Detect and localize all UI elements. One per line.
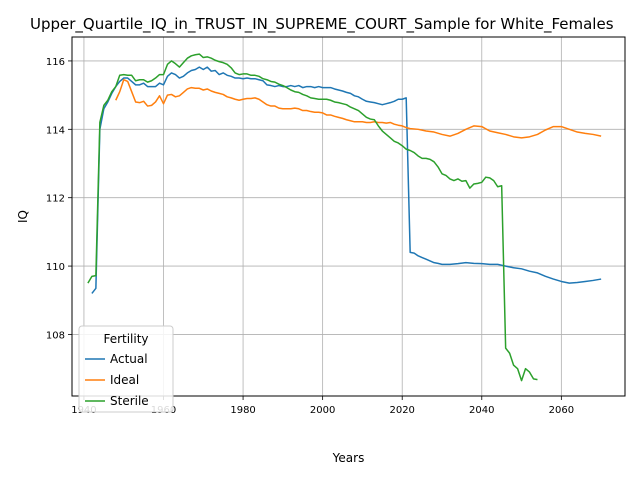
legend-label-actual: Actual — [110, 352, 148, 366]
y-tick-label: 112 — [46, 194, 65, 205]
legend-box — [78, 325, 174, 413]
grid — [72, 37, 625, 396]
y-tick-label: 110 — [46, 262, 65, 273]
y-axis-label: IQ — [16, 210, 30, 223]
plot-lines — [87, 53, 602, 382]
legend: Fertility Actual Ideal Sterile — [78, 325, 174, 413]
series-line-sterile — [87, 53, 538, 382]
y-axis: 108 110 112 114 116 — [46, 57, 72, 341]
legend-label-sterile: Sterile — [110, 394, 149, 408]
x-axis-label: Years — [332, 451, 365, 465]
x-tick-label: 2020 — [389, 405, 414, 416]
x-tick-label: 2040 — [469, 405, 494, 416]
y-tick-label: 108 — [46, 330, 65, 341]
x-tick-label: 1980 — [230, 405, 255, 416]
legend-title: Fertility — [103, 332, 148, 346]
plot-frame — [71, 36, 626, 397]
series-line-actual — [91, 66, 602, 294]
x-tick-label: 2060 — [549, 405, 574, 416]
y-tick-label: 114 — [46, 125, 65, 136]
series-line-ideal — [115, 78, 602, 139]
y-tick-label: 116 — [46, 57, 65, 68]
chart-title: Upper_Quartile_IQ_in_TRUST_IN_SUPREME_CO… — [30, 15, 614, 34]
legend-label-ideal: Ideal — [110, 373, 139, 387]
x-tick-label: 2000 — [310, 405, 335, 416]
